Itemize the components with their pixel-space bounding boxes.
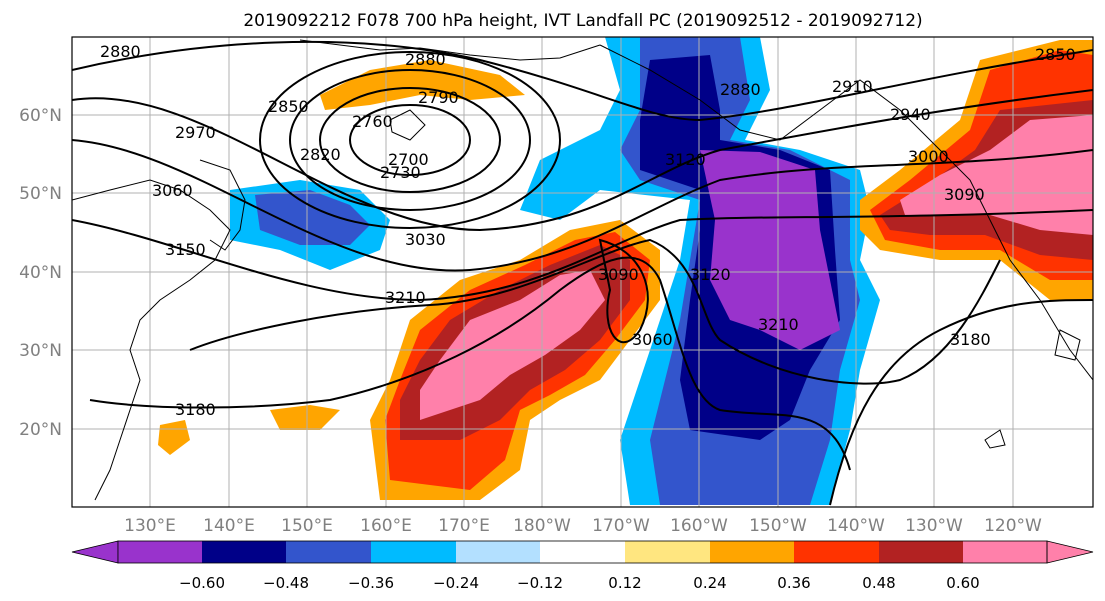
lon-label: 170°E xyxy=(438,516,490,536)
lat-label: 60°N xyxy=(19,106,62,126)
colorbar-tick: 0.24 xyxy=(693,574,726,592)
lon-label: 170°W xyxy=(592,516,650,536)
ivt-neg-060 xyxy=(700,150,840,350)
colorbar-segment xyxy=(456,541,540,563)
colorbar-segment xyxy=(202,541,286,563)
contour-label: 2880 xyxy=(100,42,141,61)
colorbar-segment xyxy=(540,541,625,563)
ivt-shading xyxy=(158,37,1093,505)
contour-label: 2910 xyxy=(832,77,873,96)
colorbar-segment xyxy=(963,541,1047,563)
lon-label: 130°E xyxy=(124,516,176,536)
colorbar-outline xyxy=(117,540,1048,564)
ivt-neg-nw-036 xyxy=(255,190,370,245)
colorbar-segment xyxy=(710,541,794,563)
lat-labels: 60°N 50°N 40°N 30°N 20°N xyxy=(19,106,62,440)
contour-label: 2760 xyxy=(352,112,393,131)
lat-label: 30°N xyxy=(19,341,62,361)
colorbar: −0.60 −0.48 −0.36 −0.24 −0.12 0.12 0.24 … xyxy=(71,540,1094,592)
ivt-pos-ne-060 xyxy=(900,115,1093,235)
lon-label: 140°E xyxy=(203,516,255,536)
colorbar-segment xyxy=(286,541,371,563)
colorbar-ticks: −0.60 −0.48 −0.36 −0.24 −0.12 0.12 0.24 … xyxy=(179,574,980,592)
contour-label: 3030 xyxy=(405,230,446,249)
colorbar-tick: 0.48 xyxy=(862,574,895,592)
height-contours xyxy=(72,40,1093,506)
lon-label: 160°W xyxy=(670,516,728,536)
contour-label: 3090 xyxy=(598,265,639,284)
contour-label: 3180 xyxy=(175,400,216,419)
ivt-pos-bering xyxy=(320,60,525,110)
colorbar-segment xyxy=(625,541,710,563)
contour-label: 3090 xyxy=(944,185,985,204)
contour-label: 2700 xyxy=(388,150,429,169)
contour-label: 3120 xyxy=(690,265,731,284)
contour-label: 3210 xyxy=(385,288,426,307)
map-gridlines xyxy=(72,37,1093,507)
lon-label: 160°E xyxy=(360,516,412,536)
colorbar-segment xyxy=(794,541,879,563)
map-frame xyxy=(71,36,1094,508)
colorbar-tick: 0.60 xyxy=(946,574,979,592)
lat-label: 40°N xyxy=(19,263,62,283)
lon-label: 130°W xyxy=(905,516,963,536)
colorbar-tick: −0.60 xyxy=(179,574,225,592)
contour-label: 3060 xyxy=(152,181,193,200)
contour-label: 3210 xyxy=(758,315,799,334)
map-title: 2019092212 F078 700 hPa height, IVT Land… xyxy=(243,11,922,31)
coastlines xyxy=(72,39,1093,501)
colorbar-tick: −0.12 xyxy=(517,574,563,592)
contour-label: 2790 xyxy=(418,88,459,107)
lon-label: 180°W xyxy=(513,516,571,536)
ivt-pos-small-2 xyxy=(270,405,340,430)
lon-label: 140°W xyxy=(827,516,885,536)
colorbar-tick: −0.48 xyxy=(263,574,309,592)
contour-label: 2820 xyxy=(300,145,341,164)
colorbar-segment xyxy=(879,541,963,563)
contour-label: 3180 xyxy=(950,330,991,349)
lat-label: 20°N xyxy=(19,420,62,440)
colorbar-extend-min xyxy=(71,540,119,564)
contour-label: 2940 xyxy=(890,105,931,124)
colorbar-segment xyxy=(118,541,202,563)
contour-label: 3150 xyxy=(165,240,206,259)
lon-label: 150°E xyxy=(281,516,333,536)
contour-label: 2850 xyxy=(1035,45,1076,64)
lon-labels: 130°E 140°E 150°E 160°E 170°E 180°W 170°… xyxy=(124,516,1042,536)
contour-label: 3060 xyxy=(632,330,673,349)
contour-label: 3120 xyxy=(665,150,706,169)
colorbar-extend-max xyxy=(1046,540,1094,564)
contour-label: 2970 xyxy=(175,123,216,142)
contour-label: 2730 xyxy=(380,163,421,182)
colorbar-tick: −0.36 xyxy=(348,574,394,592)
map-area: 2880 2880 2880 2850 2790 2760 2820 2700 … xyxy=(71,36,1094,508)
lon-label: 120°W xyxy=(984,516,1042,536)
contour-label: 3000 xyxy=(908,147,949,166)
colorbar-tick: −0.24 xyxy=(433,574,479,592)
colorbar-tick: 0.36 xyxy=(777,574,810,592)
contour-label: 2880 xyxy=(720,80,761,99)
ivt-pos-060 xyxy=(420,270,605,420)
lon-label: 150°W xyxy=(749,516,807,536)
colorbar-tick: 0.12 xyxy=(608,574,641,592)
contour-label: 2880 xyxy=(405,50,446,69)
contour-label: 2850 xyxy=(268,97,309,116)
contour-labels: 2880 2880 2880 2850 2790 2760 2820 2700 … xyxy=(100,42,1076,419)
colorbar-segment xyxy=(371,541,456,563)
lat-label: 50°N xyxy=(19,184,62,204)
colorbar-segments xyxy=(71,540,1094,564)
